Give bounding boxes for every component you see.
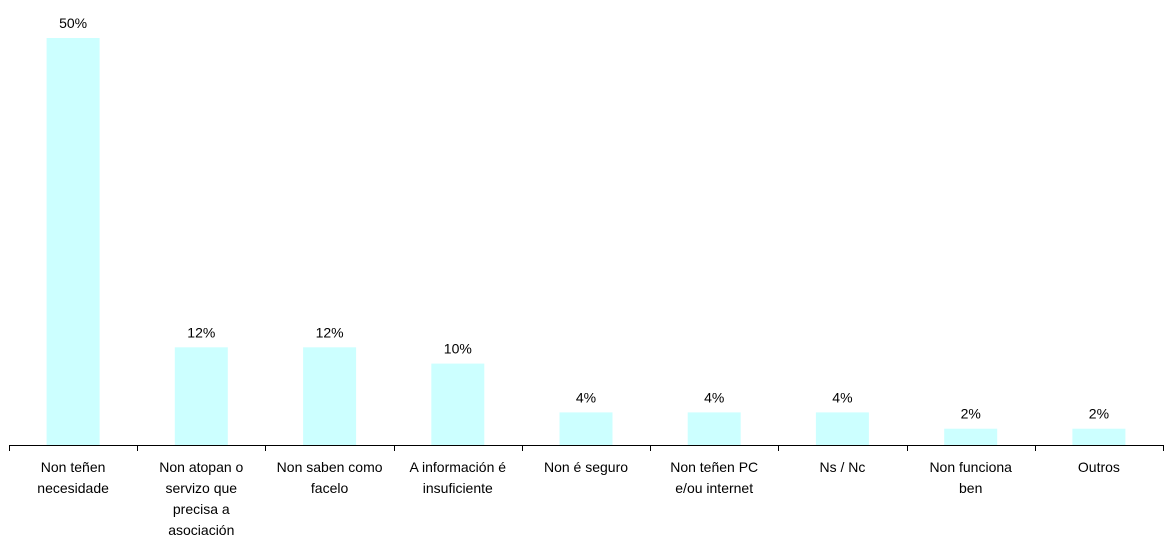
value-label: 4% xyxy=(704,389,724,405)
value-label: 12% xyxy=(316,324,344,340)
category-label: Ns / Nc xyxy=(819,459,865,475)
value-label: 4% xyxy=(832,389,852,405)
bar xyxy=(687,412,741,445)
value-label: 2% xyxy=(1089,406,1109,422)
bar xyxy=(174,347,228,445)
bar xyxy=(815,412,869,445)
value-label: 10% xyxy=(444,341,472,357)
category-label: Non saben como facelo xyxy=(277,459,383,496)
value-label: 12% xyxy=(187,324,215,340)
category-labels-group: Non teñen necesidade Non atopan o servizo q… xyxy=(37,459,1120,538)
bar xyxy=(559,412,613,445)
value-label: 2% xyxy=(961,406,981,422)
x-axis xyxy=(9,445,1164,451)
value-labels-group: 50% 12% 12% 10% 4% 4% 4% 2% 2% xyxy=(59,15,1109,422)
category-label: Outros xyxy=(1078,459,1120,475)
category-label: Non atopan o servizo que precisa a asociaci… xyxy=(159,459,243,538)
bar xyxy=(46,38,100,445)
value-label: 50% xyxy=(59,15,87,31)
category-label: Non teñen necesidade xyxy=(37,459,109,496)
category-label: Non funciona ben xyxy=(929,459,1012,496)
bar xyxy=(431,363,485,445)
bars-group xyxy=(46,38,1126,445)
category-label: Non é seguro xyxy=(544,459,628,475)
value-label: 4% xyxy=(576,389,596,405)
bar xyxy=(944,428,998,445)
category-label: A información é insuficiente xyxy=(410,459,507,496)
category-label: Non teñen PC e/ou internet xyxy=(670,459,758,496)
bar xyxy=(303,347,357,445)
bar xyxy=(1072,428,1126,445)
